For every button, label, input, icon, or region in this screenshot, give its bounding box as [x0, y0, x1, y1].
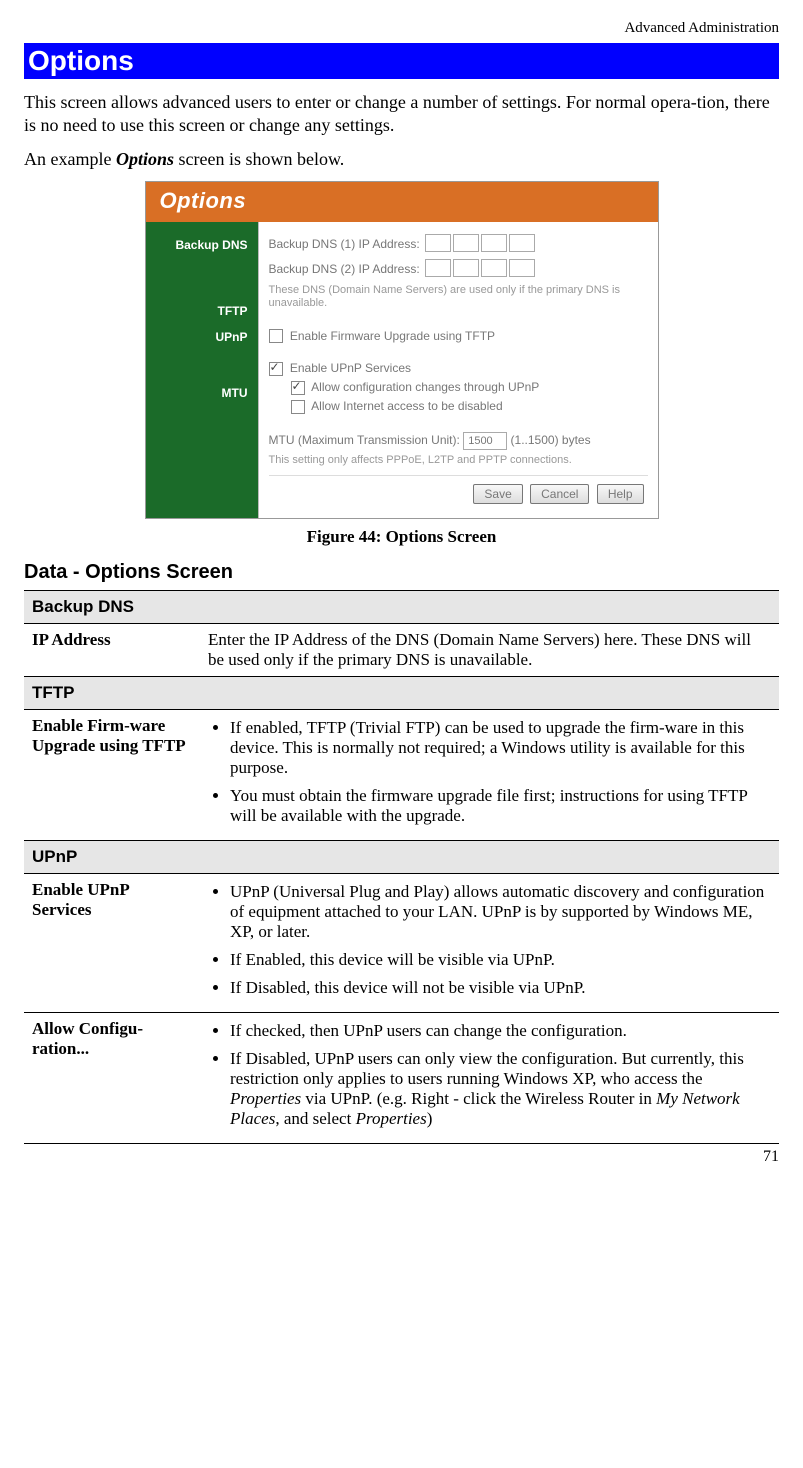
save-button[interactable]: Save: [473, 484, 522, 504]
upnp-enable-bullet-2: If Enabled, this device will be visible …: [230, 950, 771, 970]
section-tftp: TFTP: [24, 677, 779, 710]
sidebar-item-upnp[interactable]: UPnP: [146, 324, 258, 350]
row-tftp-label: Enable Firm-ware Upgrade using TFTP: [24, 710, 200, 841]
row-upnp-enable-label: Enable UPnP Services: [24, 874, 200, 1013]
row-ip-address-label: IP Address: [24, 624, 200, 677]
row-tftp-content: If enabled, TFTP (Trivial FTP) can be us…: [200, 710, 779, 841]
dns2-label: Backup DNS (2) IP Address:: [269, 262, 420, 276]
tftp-label: Enable Firmware Upgrade using TFTP: [290, 329, 495, 343]
page-header-right: Advanced Administration: [24, 20, 779, 37]
upnp-allow-bullet-1: If checked, then UPnP users can change t…: [230, 1021, 771, 1041]
intro-2a: An example: [24, 149, 116, 169]
intro-2b: Options: [116, 149, 174, 169]
sidebar-item-backup-dns[interactable]: Backup DNS: [146, 232, 258, 258]
dns2-input[interactable]: [423, 259, 535, 280]
upnp-enable-bullet-1: UPnP (Universal Plug and Play) allows au…: [230, 882, 771, 942]
upnp-allow-config-checkbox[interactable]: [291, 381, 305, 395]
section-upnp: UPnP: [24, 841, 779, 874]
page-number: 71: [763, 1148, 779, 1166]
row-ip-address-text: Enter the IP Address of the DNS (Domain …: [200, 624, 779, 677]
intro-paragraph-2: An example Options screen is shown below…: [24, 148, 779, 171]
options-screenshot: Options Backup DNS TFTP UPnP MTU Backup …: [145, 181, 659, 520]
tftp-bullet-2: You must obtain the firmware upgrade fil…: [230, 786, 771, 826]
mtu-label: MTU (Maximum Transmission Unit):: [269, 433, 460, 447]
screenshot-main: Backup DNS (1) IP Address: Backup DNS (2…: [258, 222, 658, 519]
upnp-allow-disable-label: Allow Internet access to be disabled: [311, 399, 502, 413]
upnp-enable-checkbox[interactable]: [269, 362, 283, 376]
tftp-checkbox[interactable]: [269, 329, 283, 343]
cancel-button[interactable]: Cancel: [530, 484, 589, 504]
screenshot-sidebar: Backup DNS TFTP UPnP MTU: [146, 222, 258, 519]
sidebar-item-mtu[interactable]: MTU: [146, 380, 258, 406]
intro-paragraph-1: This screen allows advanced users to ent…: [24, 91, 779, 136]
figure-caption: Figure 44: Options Screen: [24, 527, 779, 547]
intro-2c: screen is shown below.: [174, 149, 344, 169]
page-title: Options: [24, 43, 779, 79]
mtu-note: This setting only affects PPPoE, L2TP an…: [269, 454, 648, 467]
tftp-bullet-1: If enabled, TFTP (Trivial FTP) can be us…: [230, 718, 771, 778]
upnp-allow-bullet-2: If Disabled, UPnP users can only view th…: [230, 1049, 771, 1129]
sidebar-item-tftp[interactable]: TFTP: [146, 298, 258, 324]
row-upnp-allow-config-label: Allow Configu-ration...: [24, 1013, 200, 1144]
screenshot-title: Options: [146, 182, 658, 222]
dns1-label: Backup DNS (1) IP Address:: [269, 236, 420, 250]
mtu-hint: (1..1500) bytes: [511, 433, 591, 447]
options-table: Backup DNS IP Address Enter the IP Addre…: [24, 590, 779, 1144]
upnp-allow-config-label: Allow configuration changes through UPnP: [311, 380, 539, 394]
dns1-input[interactable]: [423, 234, 535, 255]
help-button[interactable]: Help: [597, 484, 644, 504]
dns-note: These DNS (Domain Name Servers) are used…: [269, 284, 648, 310]
row-upnp-enable-content: UPnP (Universal Plug and Play) allows au…: [200, 874, 779, 1013]
row-upnp-allow-config-content: If checked, then UPnP users can change t…: [200, 1013, 779, 1144]
section-backup-dns: Backup DNS: [24, 591, 779, 624]
upnp-allow-disable-checkbox[interactable]: [291, 400, 305, 414]
upnp-enable-label: Enable UPnP Services: [290, 361, 411, 375]
mtu-input[interactable]: 1500: [463, 432, 507, 450]
figure-wrapper: Options Backup DNS TFTP UPnP MTU Backup …: [24, 181, 779, 548]
upnp-enable-bullet-3: If Disabled, this device will not be vis…: [230, 978, 771, 998]
subheading-data-options: Data - Options Screen: [24, 561, 779, 584]
